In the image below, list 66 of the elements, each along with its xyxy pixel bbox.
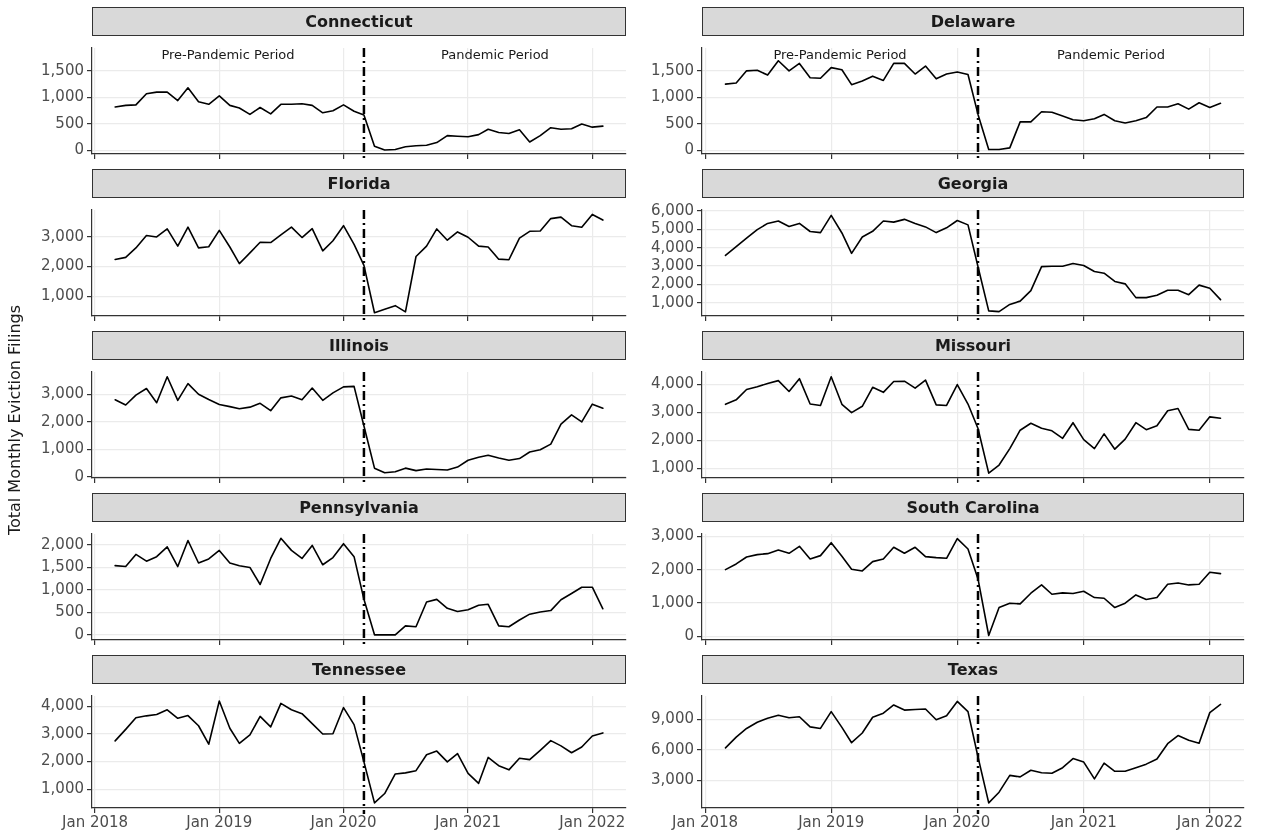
y-tick-label: 6,000 xyxy=(651,200,694,219)
y-tick-label: 1,500 xyxy=(41,60,84,79)
chart-title: Tennessee xyxy=(92,655,626,684)
annotation: Pandemic Period xyxy=(1057,46,1165,62)
y-tick-label: 1,000 xyxy=(41,286,84,305)
x-tick-label: Jan 2020 xyxy=(923,812,991,831)
y-tick-label: 1,500 xyxy=(651,60,694,79)
y-tick-label: 2,000 xyxy=(651,274,694,293)
y-tick-label: 3,000 xyxy=(41,226,84,245)
y-tick-label: 2,000 xyxy=(41,411,84,430)
x-tick-label: Jan 2021 xyxy=(1049,812,1117,831)
chart-title: Georgia xyxy=(702,169,1244,198)
y-tick-label: 500 xyxy=(665,113,694,132)
y-tick-label: 4,000 xyxy=(41,696,84,715)
chart-title: Texas xyxy=(702,655,1244,684)
y-tick-label: 2,000 xyxy=(651,430,694,449)
x-tick-label: Jan 2018 xyxy=(61,812,129,831)
annotation: Pre-Pandemic Period xyxy=(773,46,907,62)
y-tick-label: 4,000 xyxy=(651,374,694,393)
chart-title: Florida xyxy=(92,169,626,198)
chart-title: Delaware xyxy=(702,7,1244,36)
y-tick-label: 3,000 xyxy=(651,402,694,421)
annotation: Pre-Pandemic Period xyxy=(161,46,295,62)
x-tick-label: Jan 2022 xyxy=(558,812,626,831)
y-tick-label: 1,000 xyxy=(651,292,694,311)
chart-title: Illinois xyxy=(92,331,626,360)
y-tick-label: 3,000 xyxy=(651,526,694,545)
y-tick-label: 1,000 xyxy=(41,439,84,458)
y-tick-label: 1,000 xyxy=(41,579,84,598)
y-tick-label: 2,000 xyxy=(41,751,84,770)
y-tick-label: 1,000 xyxy=(651,87,694,106)
chart-title: Connecticut xyxy=(92,7,626,36)
y-tick-label: 2,000 xyxy=(41,256,84,275)
y-tick-label: 3,000 xyxy=(41,384,84,403)
y-tick-label: 3,000 xyxy=(651,770,694,789)
x-tick-label: Jan 2021 xyxy=(434,812,502,831)
y-axis-title: Total Monthly Eviction Filings xyxy=(4,304,24,536)
y-tick-label: 0 xyxy=(74,466,84,485)
y-tick-label: 1,000 xyxy=(41,779,84,798)
y-tick-label: 6,000 xyxy=(651,739,694,758)
y-tick-label: 0 xyxy=(684,626,694,645)
y-tick-label: 9,000 xyxy=(651,709,694,728)
annotation: Pandemic Period xyxy=(441,46,549,62)
y-tick-label: 1,500 xyxy=(41,557,84,576)
y-tick-label: 3,000 xyxy=(41,723,84,742)
y-tick-label: 0 xyxy=(74,140,84,159)
chart-title: South Carolina xyxy=(702,493,1244,522)
y-tick-label: 500 xyxy=(55,113,84,132)
y-tick-label: 2,000 xyxy=(41,534,84,553)
y-tick-label: 4,000 xyxy=(651,237,694,256)
chart-title: Missouri xyxy=(702,331,1244,360)
x-tick-label: Jan 2018 xyxy=(671,812,739,831)
y-tick-label: 2,000 xyxy=(651,559,694,578)
y-tick-label: 3,000 xyxy=(651,255,694,274)
y-tick-label: 0 xyxy=(684,140,694,159)
x-tick-label: Jan 2019 xyxy=(185,812,253,831)
x-tick-label: Jan 2020 xyxy=(309,812,377,831)
y-tick-label: 5,000 xyxy=(651,219,694,238)
y-tick-label: 500 xyxy=(55,602,84,621)
y-tick-label: 1,000 xyxy=(651,592,694,611)
y-tick-label: 1,000 xyxy=(651,458,694,476)
chart-title: Pennsylvania xyxy=(92,493,626,522)
y-tick-label: 1,000 xyxy=(41,87,84,106)
x-tick-label: Jan 2019 xyxy=(797,812,865,831)
x-tick-label: Jan 2022 xyxy=(1175,812,1243,831)
y-tick-label: 0 xyxy=(74,624,84,643)
